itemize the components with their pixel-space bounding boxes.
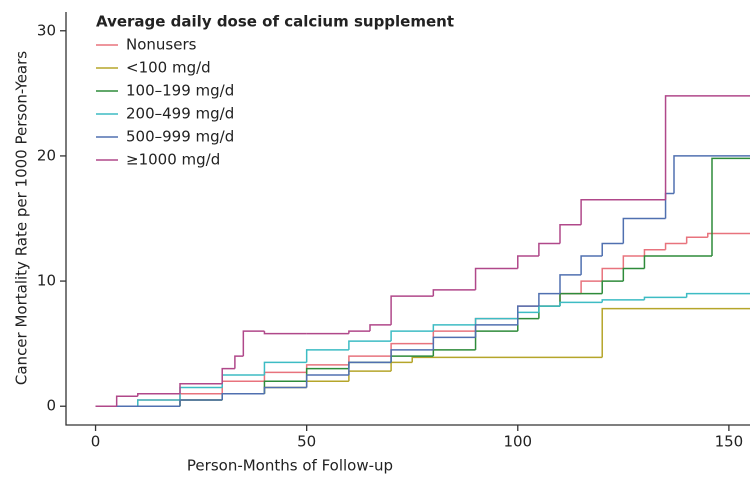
step-segment [474,330,518,350]
step-segment [390,361,413,372]
step-segment [622,217,666,244]
step-segment [664,242,687,250]
step-segment [137,399,180,407]
step-segment [179,399,223,407]
step-segment [601,267,624,282]
step-segment [559,224,582,244]
step-segment [390,295,434,325]
legend-label: 100–199 mg/d [126,82,234,100]
legend-label: 200–499 mg/d [126,105,234,123]
step-segment [115,395,138,407]
step-segment [707,232,750,238]
y-tick-label: 10 [37,272,56,290]
step-segment [263,331,307,335]
step-segment [622,255,645,269]
step-segment [685,292,750,298]
step-segment [348,361,392,369]
step-segment [221,367,235,384]
step-segment [348,330,370,334]
step-segment [517,305,539,325]
step-segment [538,292,560,307]
x-tick-label: 50 [297,433,316,451]
step-segment [580,198,666,225]
step-segment [348,340,392,350]
step-segment [517,255,539,269]
step-segment [221,380,265,394]
step-segment [369,324,392,332]
x-tick-label: 100 [503,433,532,451]
step-segment [242,330,265,357]
step-segment [559,274,582,294]
step-segment [137,392,180,397]
step-segment [179,399,223,407]
step-segment [685,236,708,244]
step-segment [517,317,539,332]
step-segment [263,371,307,382]
step-segment [390,349,434,363]
x-tick-label: 150 [715,433,744,451]
step-segment [559,301,603,307]
y-tick-label: 30 [37,21,56,39]
x-axis-label: Person-Months of Follow-up [187,457,393,475]
step-segment [411,356,603,363]
step-segment [622,267,645,282]
step-segment [559,292,603,307]
step-segment [601,307,750,358]
step-segment [580,280,603,294]
legend-label: Nonusers [126,36,197,54]
step-segment [221,392,265,400]
step-segment [559,292,582,307]
step-segment [538,305,560,319]
step-segment [601,242,624,257]
step-segment [179,392,223,400]
step-segment [432,349,476,357]
step-segment [474,324,518,338]
step-segment [432,324,476,332]
step-segment [643,296,687,300]
x-tick-label: 0 [91,433,101,451]
step-segment [711,157,750,257]
step-segment [263,386,307,394]
step-segment [221,392,265,400]
legend-title: Average daily dose of calcium supplement [96,13,454,31]
step-segment [234,355,244,369]
step-segment [580,255,603,275]
step-segment [517,311,539,319]
step-segment [432,336,476,350]
step-segment [221,392,265,400]
step-segment [664,192,674,219]
step-segment [474,317,518,325]
step-segment [673,155,750,194]
step-segment [538,242,560,257]
step-segment [390,330,434,342]
step-segment [305,380,349,388]
axis-frame [65,12,750,426]
legend-label: ≥1000 mg/d [126,151,220,169]
step-segment [263,361,307,375]
step-segment [179,382,223,394]
step-segment [305,349,349,363]
step-segment [263,386,307,394]
step-segment [538,305,560,313]
step-segment [348,355,392,365]
y-tick-label: 0 [46,397,56,415]
step-segment [432,289,476,297]
step-segment [664,95,750,200]
step-segment [474,267,518,290]
step-segment [179,399,223,407]
step-segment [348,361,392,375]
step-segment [643,255,712,269]
step-segment [348,370,392,382]
step-segment [601,299,645,303]
step-segment [643,249,666,257]
y-tick-label: 20 [37,146,56,164]
legend-label: <100 mg/d [126,59,211,77]
step-segment [305,374,349,388]
step-segment [601,280,624,294]
legend-label: 500–999 mg/d [126,128,234,146]
step-segment [137,399,180,407]
y-axis-label: Cancer Mortality Rate per 1000 Person-Ye… [13,51,31,385]
